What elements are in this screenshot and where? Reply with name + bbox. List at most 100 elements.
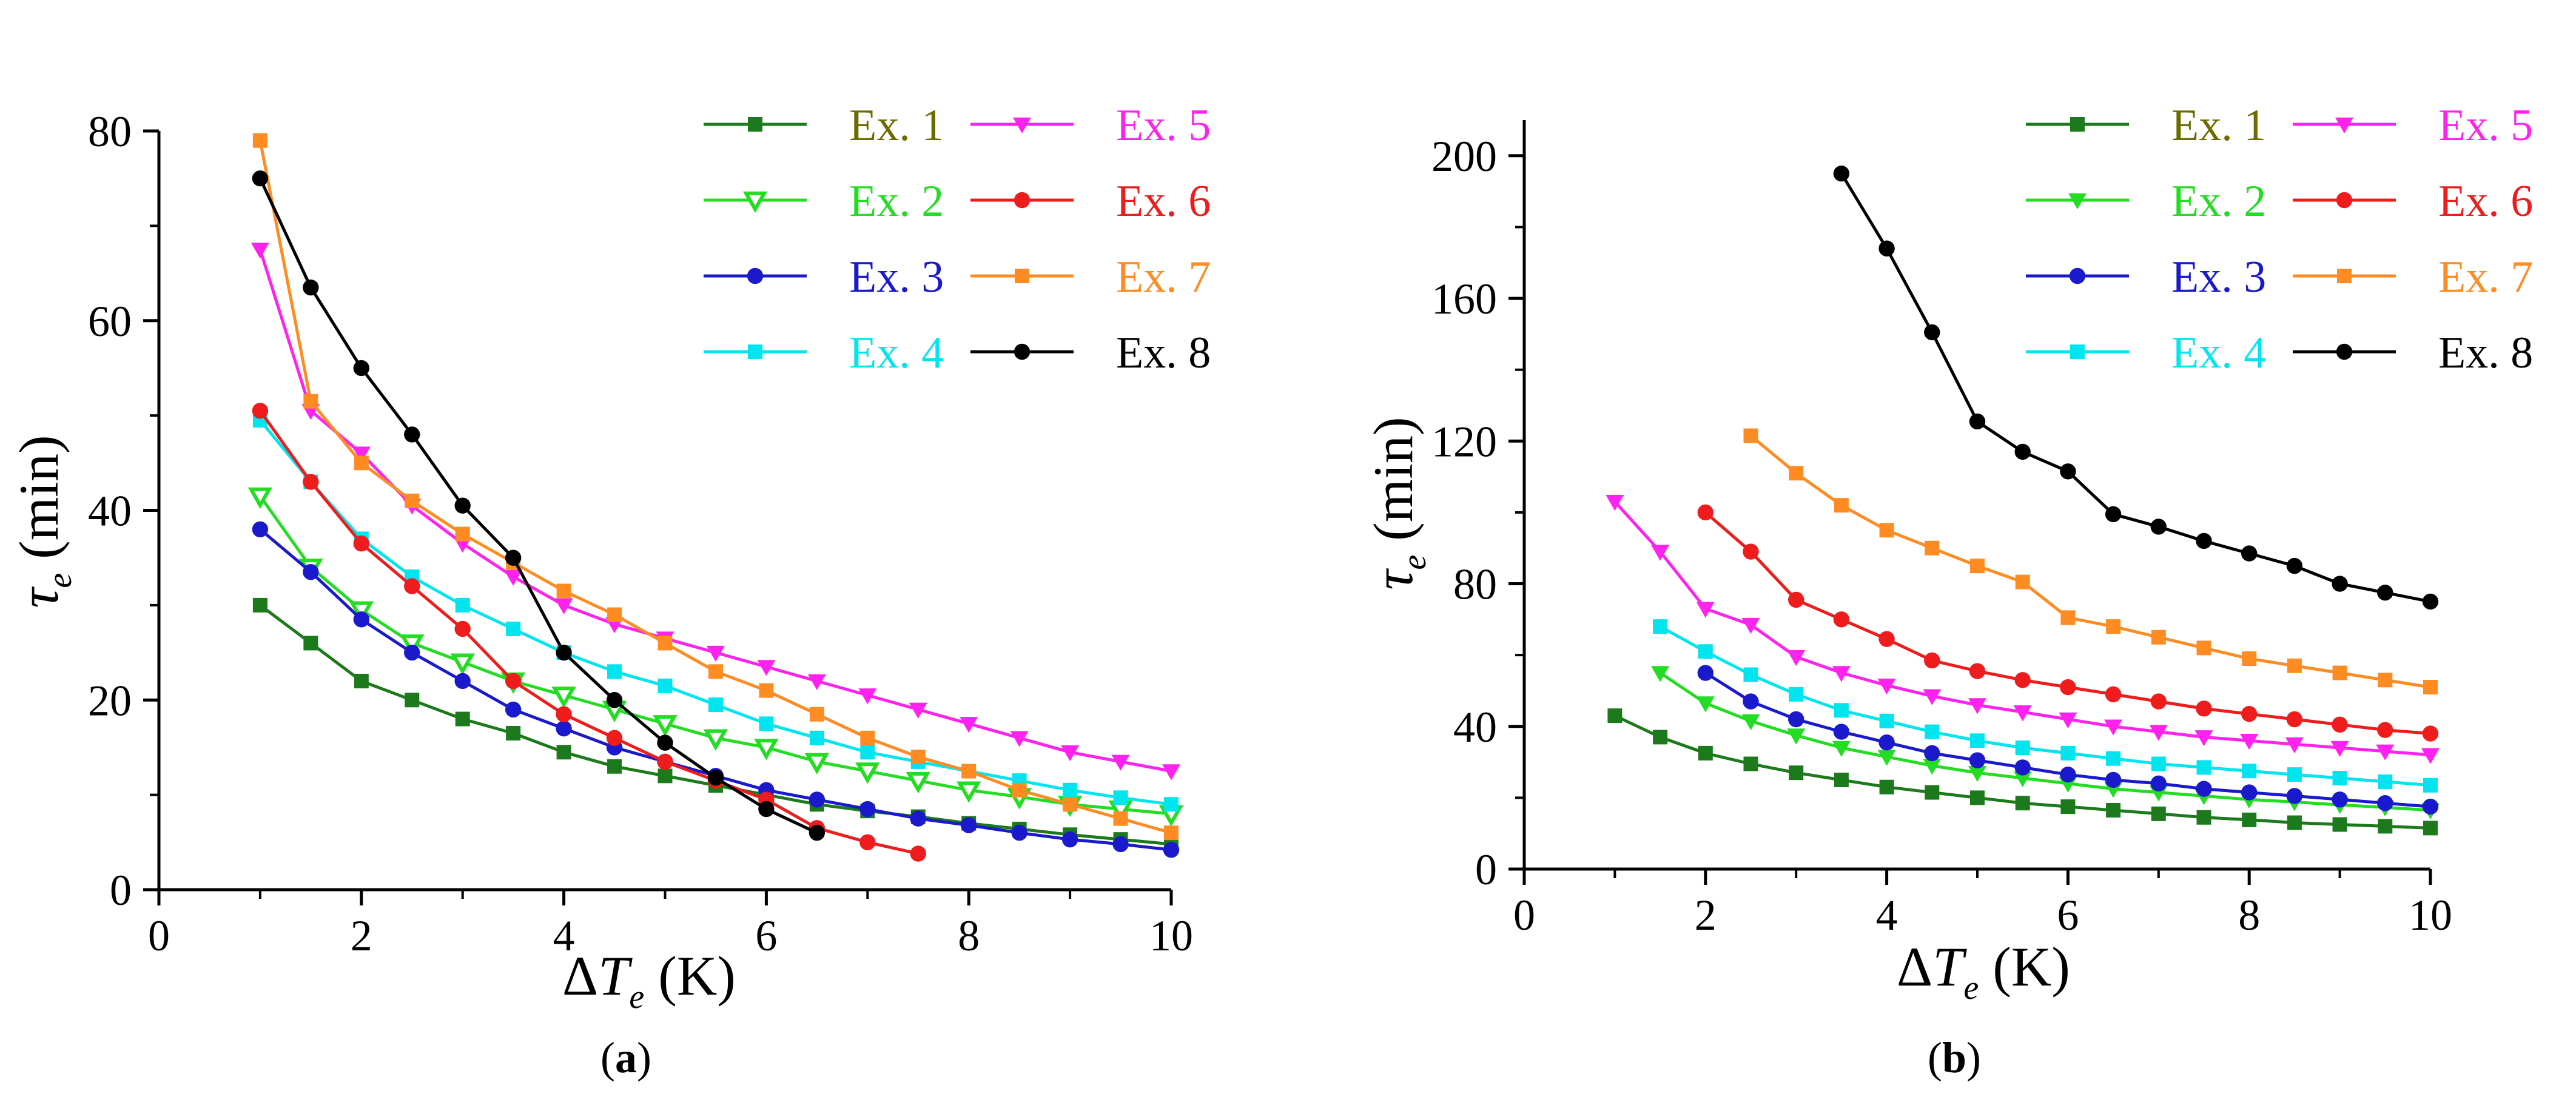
a-point-ex-1 <box>303 636 318 651</box>
b-point-ex-5 <box>1877 678 1896 695</box>
a-legend-marker <box>748 117 762 132</box>
b-y-tick-label: 40 <box>1453 703 1497 751</box>
b-point-ex-7 <box>2060 610 2076 625</box>
a-point-ex-4 <box>708 697 723 713</box>
b-point-ex-4 <box>2106 751 2121 766</box>
a-point-ex-6 <box>556 706 572 722</box>
b-point-ex-1 <box>2378 819 2393 834</box>
b-point-ex-2 <box>1741 714 1760 730</box>
a-point-ex-8 <box>404 426 420 443</box>
b-legend-label: Ex. 1 <box>2171 101 2266 150</box>
a-point-ex-3 <box>1061 831 1078 848</box>
b-point-ex-7 <box>1925 540 1940 556</box>
a-point-ex-1 <box>252 597 267 613</box>
a-point-ex-4 <box>506 621 521 636</box>
a-point-ex-8 <box>252 170 269 187</box>
b-point-ex-8 <box>2241 545 2258 562</box>
b-point-ex-6 <box>1924 652 1940 669</box>
b-series-line-ex-4 <box>1659 625 2431 787</box>
a-point-ex-2 <box>804 753 830 774</box>
b-point-ex-3 <box>1878 734 1895 751</box>
b-point-ex-1 <box>2106 802 2121 818</box>
a-point-ex-3 <box>1011 824 1027 841</box>
b-legend-label: Ex. 2 <box>2171 176 2266 226</box>
b-point-ex-4 <box>1879 713 1894 728</box>
a-legend-marker <box>742 191 768 213</box>
b-point-ex-5 <box>2059 712 2077 728</box>
b-point-ex-7 <box>2378 673 2393 688</box>
b-point-ex-8 <box>2105 506 2122 523</box>
b-point-ex-5 <box>2240 734 2259 750</box>
a-point-ex-3 <box>303 563 319 580</box>
b-point-ex-7 <box>1834 498 1849 513</box>
b-legend-item-ex-8: Ex. 8 <box>2293 328 2533 378</box>
a-legend-label: Ex. 8 <box>1116 328 1211 378</box>
a-point-ex-1 <box>657 768 673 784</box>
b-x-tick-label: 8 <box>2238 891 2260 939</box>
a-point-ex-2 <box>247 487 273 509</box>
a-point-ex-3 <box>910 810 926 827</box>
b-x-tick-label: 0 <box>1513 891 1535 939</box>
b-point-ex-7 <box>2332 665 2347 680</box>
a-legend-item-ex-8: Ex. 8 <box>970 328 1211 378</box>
a-legend-marker <box>1014 192 1031 209</box>
a-series-line-ex-6 <box>258 409 919 856</box>
b-point-ex-1 <box>2242 812 2257 827</box>
b-series-ex-2 <box>1651 666 2440 819</box>
a-legend-marker <box>1015 269 1029 283</box>
b-point-ex-4 <box>2151 756 2166 771</box>
b-y-tick-label: 120 <box>1431 417 1497 466</box>
b-point-ex-5 <box>2376 744 2395 761</box>
b-point-ex-7 <box>1879 523 1894 538</box>
b-series-line-ex-8 <box>1840 172 2431 603</box>
a-x-tick-label: 10 <box>1149 912 1193 960</box>
a-point-ex-6 <box>910 845 926 862</box>
b-point-ex-8 <box>2286 557 2303 574</box>
b-point-ex-5 <box>1923 689 1942 705</box>
a-point-ex-2 <box>653 715 678 737</box>
b-caption: (b) <box>1928 1033 1981 1082</box>
a-y-tick-label: 20 <box>88 676 132 725</box>
a-legend-item-ex-7: Ex. 7 <box>970 252 1211 302</box>
a-y-tick-label: 80 <box>88 107 132 156</box>
b-point-ex-7 <box>2151 630 2166 645</box>
a-legend-label: Ex. 4 <box>849 328 944 378</box>
b-point-ex-8 <box>1969 413 1986 430</box>
b-legend-item-ex-5: Ex. 5 <box>2293 101 2533 150</box>
b-point-ex-6 <box>1969 663 1986 679</box>
a-point-ex-7 <box>1063 797 1078 812</box>
b-point-ex-1 <box>1607 708 1623 724</box>
a-caption: (a) <box>600 1033 651 1082</box>
b-point-ex-6 <box>2241 705 2258 722</box>
b-legend-item-ex-7: Ex. 7 <box>2293 252 2533 302</box>
a-point-ex-7 <box>961 764 977 779</box>
a-point-ex-7 <box>759 683 774 698</box>
b-series-ex-4 <box>1653 619 2438 793</box>
b-point-ex-1 <box>1925 785 1940 800</box>
b-point-ex-2 <box>2013 771 2032 788</box>
a-point-ex-8 <box>606 692 623 708</box>
b-series-line-ex-2 <box>1659 671 2431 812</box>
b-point-ex-1 <box>1834 772 1849 787</box>
a-point-ex-7 <box>860 730 875 745</box>
a-legend-item-ex-4: Ex. 4 <box>704 328 944 378</box>
a-x-tick-label: 2 <box>351 912 372 960</box>
a-series-line-ex-3 <box>259 528 1172 851</box>
a-point-ex-8 <box>454 497 471 514</box>
b-point-ex-4 <box>2287 767 2302 782</box>
a-point-ex-2 <box>957 781 981 803</box>
b-point-ex-6 <box>2332 716 2348 733</box>
a-point-ex-8 <box>303 279 319 296</box>
a-point-ex-8 <box>505 549 522 566</box>
a-point-ex-3 <box>252 521 269 537</box>
a-point-ex-4 <box>759 716 774 731</box>
b-point-ex-8 <box>2377 585 2393 601</box>
a-point-ex-4 <box>1063 782 1078 798</box>
b-point-ex-8 <box>2422 593 2439 610</box>
a-point-ex-3 <box>505 701 522 718</box>
b-legend-label: Ex. 3 <box>2171 252 2266 302</box>
a-x-tick-label: 4 <box>553 912 575 960</box>
a-point-ex-3 <box>961 817 977 833</box>
a-point-ex-6 <box>859 834 876 851</box>
